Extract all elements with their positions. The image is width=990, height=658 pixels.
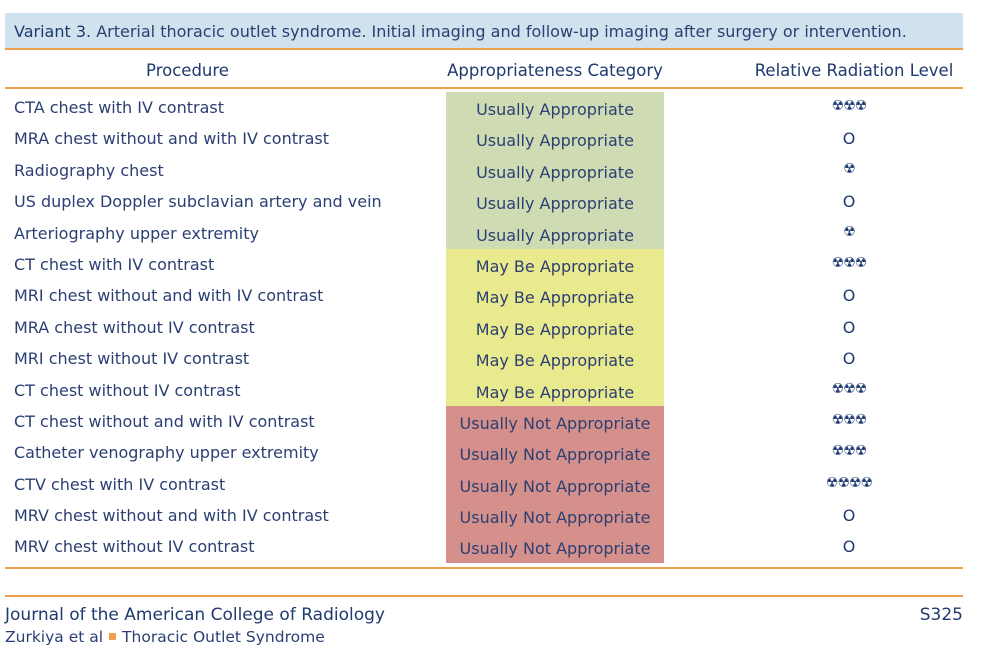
radiation-cell: ☢: [843, 160, 856, 177]
category-cell: Usually Appropriate: [446, 154, 664, 187]
category-cell: Usually Not Appropriate: [446, 531, 664, 563]
category-cell: May Be Appropriate: [446, 311, 664, 344]
category-cell: Usually Appropriate: [446, 217, 664, 249]
category-cell: May Be Appropriate: [446, 280, 664, 312]
table-bottom-rule: [5, 567, 963, 569]
category-cell: Usually Appropriate: [446, 123, 664, 155]
radiation-cell: ☢☢☢☢: [825, 474, 873, 491]
table-row: CTA chest with IV contrast Usually Approp…: [5, 92, 963, 124]
table-row: MRA chest without IV contrast May Be Appr…: [5, 311, 963, 344]
procedure-cell: MRV chest without IV contrast: [14, 537, 255, 557]
table-body: CTA chest with IV contrast Usually Approp…: [5, 92, 963, 563]
topic: Thoracic Outlet Syndrome: [122, 628, 325, 646]
table-row: Arteriography upper extremity Usually App…: [5, 217, 963, 249]
page-number: S325: [919, 605, 963, 625]
category-cell: Usually Appropriate: [446, 186, 664, 218]
radiation-cell: ☢☢☢: [831, 98, 868, 114]
table-row: Catheter venography upper extremity Usual…: [5, 437, 963, 469]
footer-rule: [5, 595, 963, 597]
procedure-cell: MRV chest without and with IV contrast: [14, 506, 329, 526]
radiation-cell: O: [842, 317, 856, 337]
radiation-cell: O: [842, 192, 856, 212]
category-cell: Usually Not Appropriate: [446, 437, 664, 469]
table-header: Procedure Appropriateness Category Relat…: [5, 52, 963, 89]
procedure-cell: CT chest without and with IV contrast: [14, 411, 315, 431]
radiation-cell: ☢☢☢: [831, 380, 868, 397]
radiation-cell: ☢: [843, 223, 856, 240]
category-cell: May Be Appropriate: [446, 343, 664, 375]
procedure-cell: MRI chest without IV contrast: [14, 349, 250, 369]
category-cell: May Be Appropriate: [446, 374, 664, 406]
separator-square-icon: [109, 633, 117, 640]
radiation-cell: ☢☢☢: [831, 411, 868, 428]
table-row: MRV chest without and with IV contrast Us…: [5, 500, 963, 532]
table-row: CT chest with IV contrast May Be Appropri…: [5, 248, 963, 281]
radiation-cell: O: [842, 286, 856, 306]
procedure-cell: MRI chest without and with IV contrast: [14, 286, 324, 306]
category-cell: Usually Not Appropriate: [446, 468, 664, 501]
header-radiation: Relative Radiation Level: [754, 61, 954, 80]
variant-label: Variant 3.: [14, 22, 92, 41]
procedure-cell: CT chest without IV contrast: [14, 380, 241, 400]
procedure-cell: CT chest with IV contrast: [14, 254, 215, 274]
table-row: US duplex Doppler subclavian artery and …: [5, 186, 963, 218]
radiation-cell: O: [842, 349, 856, 369]
variant-description: Arterial thoracic outlet syndrome. Initi…: [96, 22, 907, 41]
table-row: Radiography chest Usually Appropriate ☢: [5, 154, 963, 187]
authors: Zurkiya et al: [5, 628, 104, 646]
table-row: CT chest without and with IV contrast Usu…: [5, 405, 963, 438]
table-row: MRA chest without and with IV contrast Us…: [5, 123, 963, 155]
radiation-cell: O: [842, 506, 856, 526]
running-footer: Zurkiya et al Thoracic Outlet Syndrome: [5, 628, 325, 646]
procedure-cell: US duplex Doppler subclavian artery and …: [14, 192, 382, 212]
table-row: MRV chest without IV contrast Usually Not…: [5, 531, 963, 563]
procedure-cell: Catheter venography upper extremity: [14, 443, 319, 463]
header-category: Appropriateness Category: [447, 61, 663, 80]
category-cell: Usually Not Appropriate: [446, 405, 664, 438]
radiation-cell: ☢☢☢: [831, 443, 868, 460]
procedure-cell: MRA chest without IV contrast: [14, 317, 255, 337]
variant-banner: Variant 3. Arterial thoracic outlet synd…: [5, 13, 963, 50]
procedure-cell: Arteriography upper extremity: [14, 223, 259, 243]
category-cell: Usually Appropriate: [446, 92, 664, 124]
table-row: CT chest without IV contrast May Be Appro…: [5, 374, 963, 406]
procedure-cell: Radiography chest: [14, 160, 164, 180]
category-cell: May Be Appropriate: [446, 248, 664, 281]
header-procedure: Procedure: [146, 61, 229, 80]
table-row: MRI chest without IV contrast May Be Appr…: [5, 343, 963, 375]
radiation-cell: O: [842, 537, 856, 557]
journal-title: Journal of the American College of Radio…: [5, 605, 385, 625]
radiation-cell: O: [842, 129, 856, 149]
category-cell: Usually Not Appropriate: [446, 500, 664, 532]
procedure-cell: CTV chest with IV contrast: [14, 474, 226, 494]
table-row: CTV chest with IV contrast Usually Not Ap…: [5, 468, 963, 501]
radiation-cell: ☢☢☢: [831, 254, 868, 271]
procedure-cell: CTA chest with IV contrast: [14, 98, 224, 117]
procedure-cell: MRA chest without and with IV contrast: [14, 129, 329, 149]
table-row: MRI chest without and with IV contrast Ma…: [5, 280, 963, 312]
